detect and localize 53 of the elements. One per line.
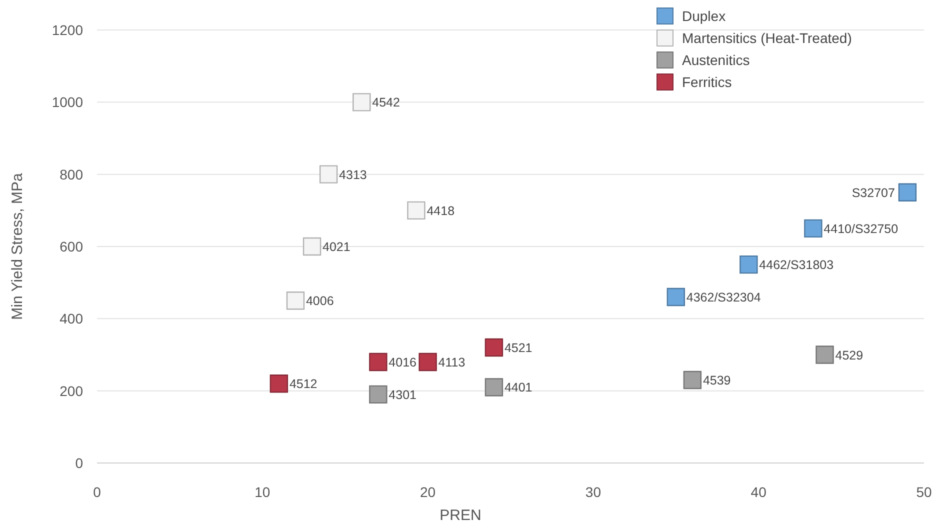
point: [286, 292, 305, 310]
annotation: 4113: [438, 355, 466, 370]
x-tick-label: 0: [93, 484, 102, 500]
x-tick-label: 20: [420, 484, 436, 500]
annotation: 4362/S32304: [686, 290, 761, 305]
x-tick-label: 50: [916, 484, 932, 500]
y-tick-label: 1200: [52, 22, 84, 38]
point: [418, 352, 437, 372]
point: [302, 237, 322, 256]
point: [319, 165, 338, 184]
point: [407, 201, 426, 220]
annotation: 4462/S31803: [759, 258, 834, 272]
y-tick-label: 200: [60, 382, 84, 399]
annotation: 4539: [702, 374, 731, 388]
point: [369, 352, 388, 372]
legend-label: Martensitics (Heat-Treated): [682, 30, 852, 46]
point: [666, 288, 685, 306]
annotation: 4401: [504, 380, 532, 395]
legend-label: Ferritics: [682, 74, 732, 90]
point: [369, 385, 388, 404]
annotation: 4418: [426, 204, 455, 218]
annotation: S32707: [852, 186, 895, 200]
point: [740, 255, 758, 274]
x-tick-label: 40: [750, 484, 767, 500]
annotation: 4021: [322, 240, 350, 254]
point: [484, 378, 504, 396]
x-tick-label: 10: [254, 484, 270, 500]
point: [683, 370, 702, 390]
y-tick-label: 0: [75, 455, 84, 471]
point: [270, 374, 288, 393]
annotation: 4301: [388, 388, 417, 402]
legend-label: Duplex: [682, 8, 726, 24]
annotation: 4016: [388, 355, 417, 370]
y-axis-title: Min Yield Stress, MPa: [9, 172, 26, 320]
annotation: 4542: [372, 96, 400, 110]
x-axis-title: PREN: [440, 507, 482, 524]
annotation: 4313: [339, 168, 367, 182]
y-tick-label: 1000: [52, 94, 84, 110]
x-tick-label: 30: [585, 484, 602, 500]
point: [816, 346, 834, 364]
point: [484, 338, 504, 357]
y-tick-label: 600: [60, 238, 84, 254]
y-tick-label: 400: [60, 310, 84, 327]
annotation: 4512: [289, 377, 318, 392]
point: [898, 183, 917, 202]
annotation: 4529: [835, 348, 864, 362]
annotation: 4006: [306, 294, 334, 308]
legend-label: Austenitics: [682, 52, 750, 68]
point: [804, 219, 822, 238]
annotation: 4410/S32750: [824, 222, 898, 236]
point: [352, 93, 371, 112]
y-tick-label: 800: [60, 166, 84, 182]
annotation: 4521: [504, 341, 532, 356]
